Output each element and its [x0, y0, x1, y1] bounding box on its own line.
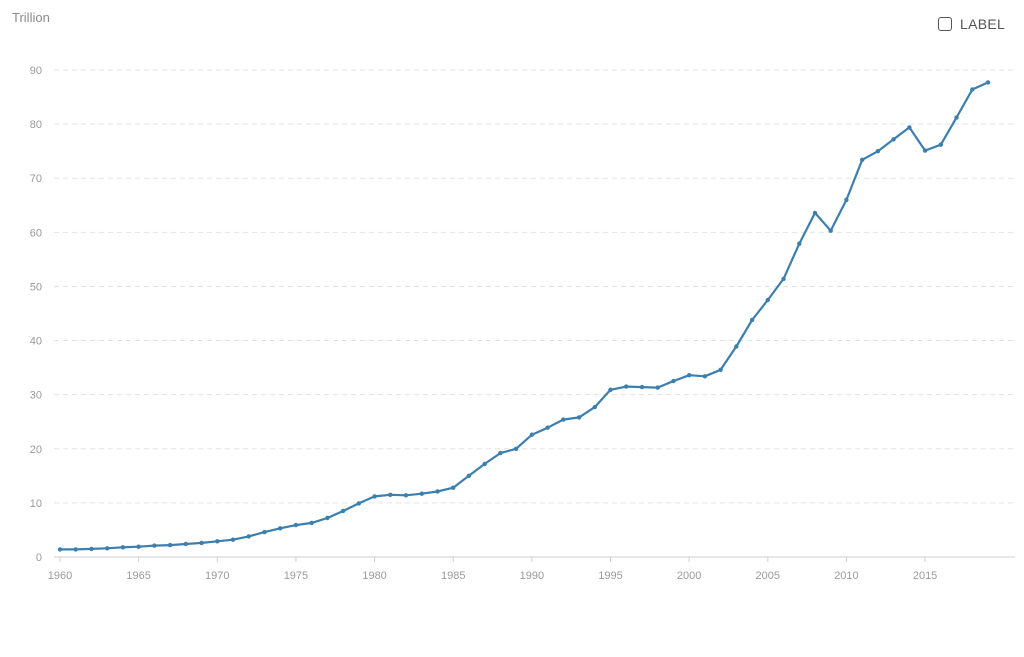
data-point — [120, 545, 126, 550]
data-point — [639, 384, 645, 390]
data-point — [183, 541, 188, 547]
data-point — [152, 543, 157, 548]
data-point — [105, 546, 110, 551]
data-point — [922, 148, 928, 153]
y-axis-unit-label: Trillion — [12, 10, 50, 25]
data-point — [419, 491, 424, 496]
data-point — [938, 142, 943, 147]
x-tick-label: 2005 — [756, 570, 780, 582]
data-point — [781, 276, 786, 282]
data-point — [765, 297, 770, 303]
data-point — [513, 446, 519, 451]
data-point — [891, 137, 896, 142]
label-toggle-text: LABEL — [960, 16, 1006, 32]
x-tick-label: 1965 — [126, 570, 150, 582]
data-point — [167, 542, 173, 548]
data-point — [702, 374, 708, 379]
data-point — [215, 539, 220, 544]
data-point — [655, 385, 660, 390]
x-tick-label: 1995 — [598, 570, 622, 582]
data-point — [309, 520, 314, 526]
data-point — [608, 387, 613, 392]
data-point — [388, 492, 393, 497]
data-point — [356, 501, 361, 506]
data-point — [860, 157, 865, 162]
y-tick-label: 20 — [30, 444, 42, 456]
data-point — [592, 404, 597, 410]
data-point — [561, 417, 566, 422]
data-point — [325, 515, 330, 521]
series-line — [60, 81, 989, 551]
data-point — [57, 547, 63, 552]
x-tick-label: 2010 — [834, 570, 858, 582]
label-checkbox-icon[interactable] — [938, 17, 952, 31]
y-tick-label: 60 — [30, 227, 42, 239]
data-point — [718, 367, 723, 372]
x-tick-label: 2000 — [677, 570, 701, 582]
data-point — [844, 197, 849, 203]
data-point — [812, 210, 818, 216]
x-tick-label: 1975 — [284, 570, 308, 582]
x-tick-label: 1980 — [362, 570, 386, 582]
y-tick-label: 40 — [30, 336, 42, 348]
y-tick-label: 30 — [30, 390, 42, 402]
data-point — [624, 384, 629, 389]
data-point — [671, 378, 676, 384]
data-point — [545, 425, 550, 430]
data-point — [828, 228, 833, 233]
data-point — [687, 373, 692, 378]
x-tick-label: 1985 — [441, 570, 465, 582]
grid-lines — [54, 69, 1015, 504]
data-point — [954, 115, 959, 120]
y-tick-label: 50 — [30, 281, 42, 293]
data-point — [136, 544, 141, 549]
data-point — [529, 432, 535, 437]
data-point — [246, 534, 251, 539]
series-layer — [57, 80, 991, 552]
data-point — [451, 485, 456, 490]
x-tick-label: 1990 — [520, 570, 544, 582]
data-point — [482, 461, 487, 467]
data-point — [734, 344, 739, 349]
data-point — [262, 529, 267, 535]
data-point — [89, 546, 94, 552]
data-point — [907, 125, 912, 130]
data-point — [340, 508, 346, 514]
y-tick-label: 0 — [36, 552, 42, 564]
data-point — [403, 493, 409, 498]
axes: 0 10 20 30 40 50 60 70 80 90 1960 1965 1970 1975 1980 1… — [30, 65, 1015, 582]
data-point — [230, 537, 236, 542]
data-point — [576, 415, 582, 420]
data-point — [875, 149, 881, 154]
y-tick-label: 90 — [30, 65, 42, 77]
data-point — [970, 87, 975, 92]
x-tick-label: 1970 — [205, 570, 229, 582]
y-tick-label: 70 — [30, 173, 42, 185]
x-tick-label: 2015 — [913, 570, 937, 582]
data-point — [797, 241, 802, 246]
data-point — [293, 522, 299, 528]
data-point — [498, 450, 503, 456]
data-point — [749, 317, 755, 323]
data-point — [199, 540, 204, 546]
data-point — [466, 473, 472, 478]
data-point — [73, 547, 78, 552]
data-point — [985, 80, 991, 85]
data-point — [278, 526, 283, 531]
label-toggle[interactable]: LABEL — [938, 16, 1005, 32]
y-tick-label: 80 — [30, 119, 42, 131]
y-tick-label: 10 — [30, 498, 42, 510]
data-point — [372, 494, 377, 499]
x-tick-label: 1960 — [48, 570, 72, 582]
data-point — [435, 489, 440, 494]
